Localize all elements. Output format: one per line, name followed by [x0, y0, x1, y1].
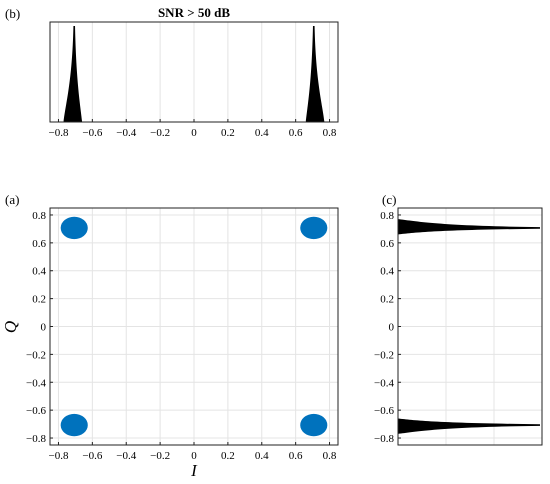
x-axis-label: I: [190, 461, 198, 480]
y-tick-label: 0.2: [380, 294, 394, 306]
constellation-point: [300, 413, 328, 437]
x-tick-label: −0.6: [82, 127, 102, 139]
chart-title: SNR > 50 dB: [158, 5, 230, 20]
constellation-point: [60, 413, 88, 437]
y-tick-label: −0.4: [374, 377, 394, 389]
y-tick-label: 0.4: [380, 266, 394, 278]
histogram-peak-positive: [305, 26, 325, 122]
panel-b-histogram-i: (b) SNR > 50 dB −0.8 −0.6 −0.4 −0.2 0 0.2 0.4 0…: [5, 5, 339, 139]
x-tick-label: 0: [191, 127, 197, 139]
x-tick-label: 0.2: [221, 127, 235, 139]
y-tick-label: −0.2: [374, 349, 394, 361]
x-tick-label: 0.6: [289, 127, 303, 139]
y-axis-label: Q: [1, 321, 20, 333]
y-tick-label: 0.8: [380, 210, 394, 222]
x-tick-label: 0.8: [323, 450, 337, 462]
y-tick-label: 0.4: [32, 266, 46, 278]
y-tick-label: −0.2: [26, 349, 46, 361]
histogram-peak-negative: [398, 418, 540, 434]
x-tick-label: 0.4: [255, 127, 269, 139]
y-tick-label: −0.4: [26, 377, 46, 389]
x-tick-label: 0: [191, 450, 197, 462]
y-tick-label: −0.6: [26, 405, 46, 417]
x-tick-label: −0.8: [48, 450, 68, 462]
y-tick-label: 0.6: [32, 238, 46, 250]
panel-label-c: (c): [382, 192, 396, 207]
y-tick-label: −0.8: [26, 433, 46, 445]
panel-label-a: (a): [5, 192, 19, 207]
histogram-peak-negative: [63, 26, 83, 122]
constellation-point: [300, 216, 328, 240]
x-tick-label: −0.4: [116, 127, 136, 139]
x-tick-label: 0.8: [323, 127, 337, 139]
y-tick-label: −0.8: [374, 433, 394, 445]
x-tick-label: 0.4: [255, 450, 269, 462]
x-tick-label: −0.4: [116, 450, 136, 462]
constellation-point: [60, 216, 88, 240]
x-tick-label: −0.2: [150, 127, 170, 139]
x-tick-label: 0.6: [289, 450, 303, 462]
x-tick-label: −0.6: [82, 450, 102, 462]
y-tick-label: 0: [389, 322, 395, 334]
histogram-peak-positive: [398, 219, 540, 235]
x-tick-label: −0.2: [150, 450, 170, 462]
panel-c-histogram-q: (c) 0.8 0.6 0.4 0.2 0 −0.2 −0.4 −0.6 −0.8: [374, 192, 543, 446]
y-tick-label: 0.6: [380, 238, 394, 250]
y-tick-label: 0: [41, 322, 47, 334]
x-tick-label: −0.8: [48, 127, 68, 139]
x-tick-label: 0.2: [221, 450, 235, 462]
panel-label-b: (b): [5, 6, 20, 21]
y-tick-label: −0.6: [374, 405, 394, 417]
y-tick-label: 0.2: [32, 294, 46, 306]
panel-a-constellation: (a) −0.8 −0.6 −0.4 −0.2 0 0.2 0.4 0.6 0.8 0.8 0.6 0…: [1, 192, 339, 480]
y-tick-label: 0.8: [32, 210, 46, 222]
